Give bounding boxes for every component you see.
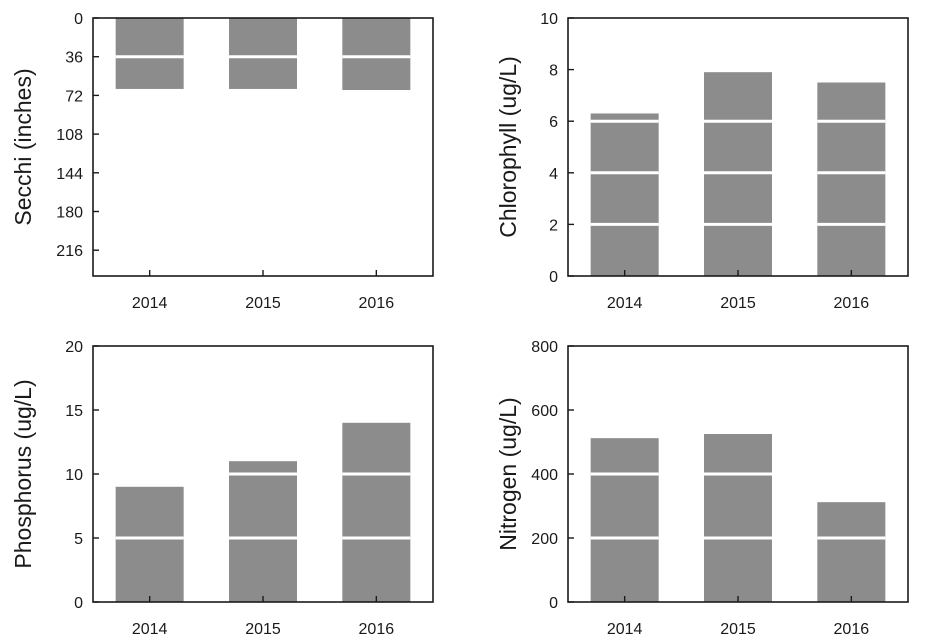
chlorophyll-y-tick-label: 10 [540,11,558,28]
phosphorus-bar-2015 [229,461,297,602]
secchi-bar-2016 [342,18,411,91]
chlorophyll-y-axis-title: Chlorophyll (ug/L) [495,56,521,238]
chlorophyll-chart: 0 2 4 6 8 10 2014 2015 2016 Chlorophyll (ug/L) [495,11,909,312]
secchi-bar-2015 [229,18,297,89]
secchi-y-tick-label: 216 [56,243,83,260]
secchi-y-tick-label: 72 [65,88,83,105]
phosphorus-chart: 0 5 10 15 20 2014 2015 2016 Phosphorus (ug/L) [10,339,434,638]
secchi-bar-2014 [115,18,184,89]
phosphorus-x-tick-label: 2014 [132,621,168,638]
secchi-chart: 0 36 72 108 144 180 216 2014 2015 2016 Secchi (inc… [10,11,434,312]
nitrogen-x-tick-label: 2014 [607,621,643,638]
secchi-y-tick-label: 180 [56,205,83,222]
chlorophyll-x-tick-label: 2016 [834,295,870,312]
chlorophyll-y-tick-label: 4 [549,166,558,183]
phosphorus-y-tick-label: 10 [65,467,83,484]
nitrogen-y-tick-label: 200 [531,531,558,548]
chlorophyll-y-tick-label: 6 [549,114,558,131]
nitrogen-y-axis-title: Nitrogen (ug/L) [495,397,521,550]
phosphorus-x-tick-label: 2015 [245,621,281,638]
phosphorus-y-tick-label: 0 [74,595,83,612]
nitrogen-bar-2014 [590,438,659,602]
nitrogen-y-tick-label: 800 [531,339,558,356]
chlorophyll-y-tick-label: 0 [549,269,558,286]
nitrogen-bar-2016 [817,502,886,602]
secchi-y-axis-title: Secchi (inches) [10,68,36,225]
phosphorus-y-tick-label: 5 [74,531,83,548]
phosphorus-y-tick-label: 20 [65,339,83,356]
chlorophyll-y-tick-label: 8 [549,63,558,80]
secchi-x-tick-label: 2015 [245,295,281,312]
chlorophyll-y-tick-label: 2 [549,217,558,234]
phosphorus-bar-2016 [342,422,411,602]
secchi-x-tick-label: 2016 [359,295,395,312]
chlorophyll-x-tick-label: 2015 [720,295,756,312]
phosphorus-y-axis-title: Phosphorus (ug/L) [10,379,36,568]
nitrogen-y-tick-label: 600 [531,403,558,420]
nitrogen-y-tick-label: 400 [531,467,558,484]
nitrogen-y-tick-label: 0 [549,595,558,612]
chlorophyll-x-tick-label: 2014 [607,295,643,312]
secchi-y-tick-label: 144 [56,166,83,183]
secchi-y-tick-label: 36 [65,50,83,67]
nitrogen-chart: 0 200 400 600 800 2014 2015 2016 Nitrogen (ug/L) [495,339,909,638]
nitrogen-bar-2015 [704,434,772,602]
chlorophyll-bar-2014 [590,113,659,277]
secchi-x-tick-label: 2014 [132,295,168,312]
phosphorus-y-tick-label: 15 [65,403,83,420]
secchi-y-tick-label: 108 [56,127,83,144]
phosphorus-bar-2014 [115,486,184,602]
chlorophyll-bar-2016 [817,82,886,276]
nitrogen-x-tick-label: 2016 [834,621,870,638]
nitrogen-x-tick-label: 2015 [720,621,756,638]
secchi-y-tick-label: 0 [74,11,83,28]
phosphorus-x-tick-label: 2016 [359,621,395,638]
